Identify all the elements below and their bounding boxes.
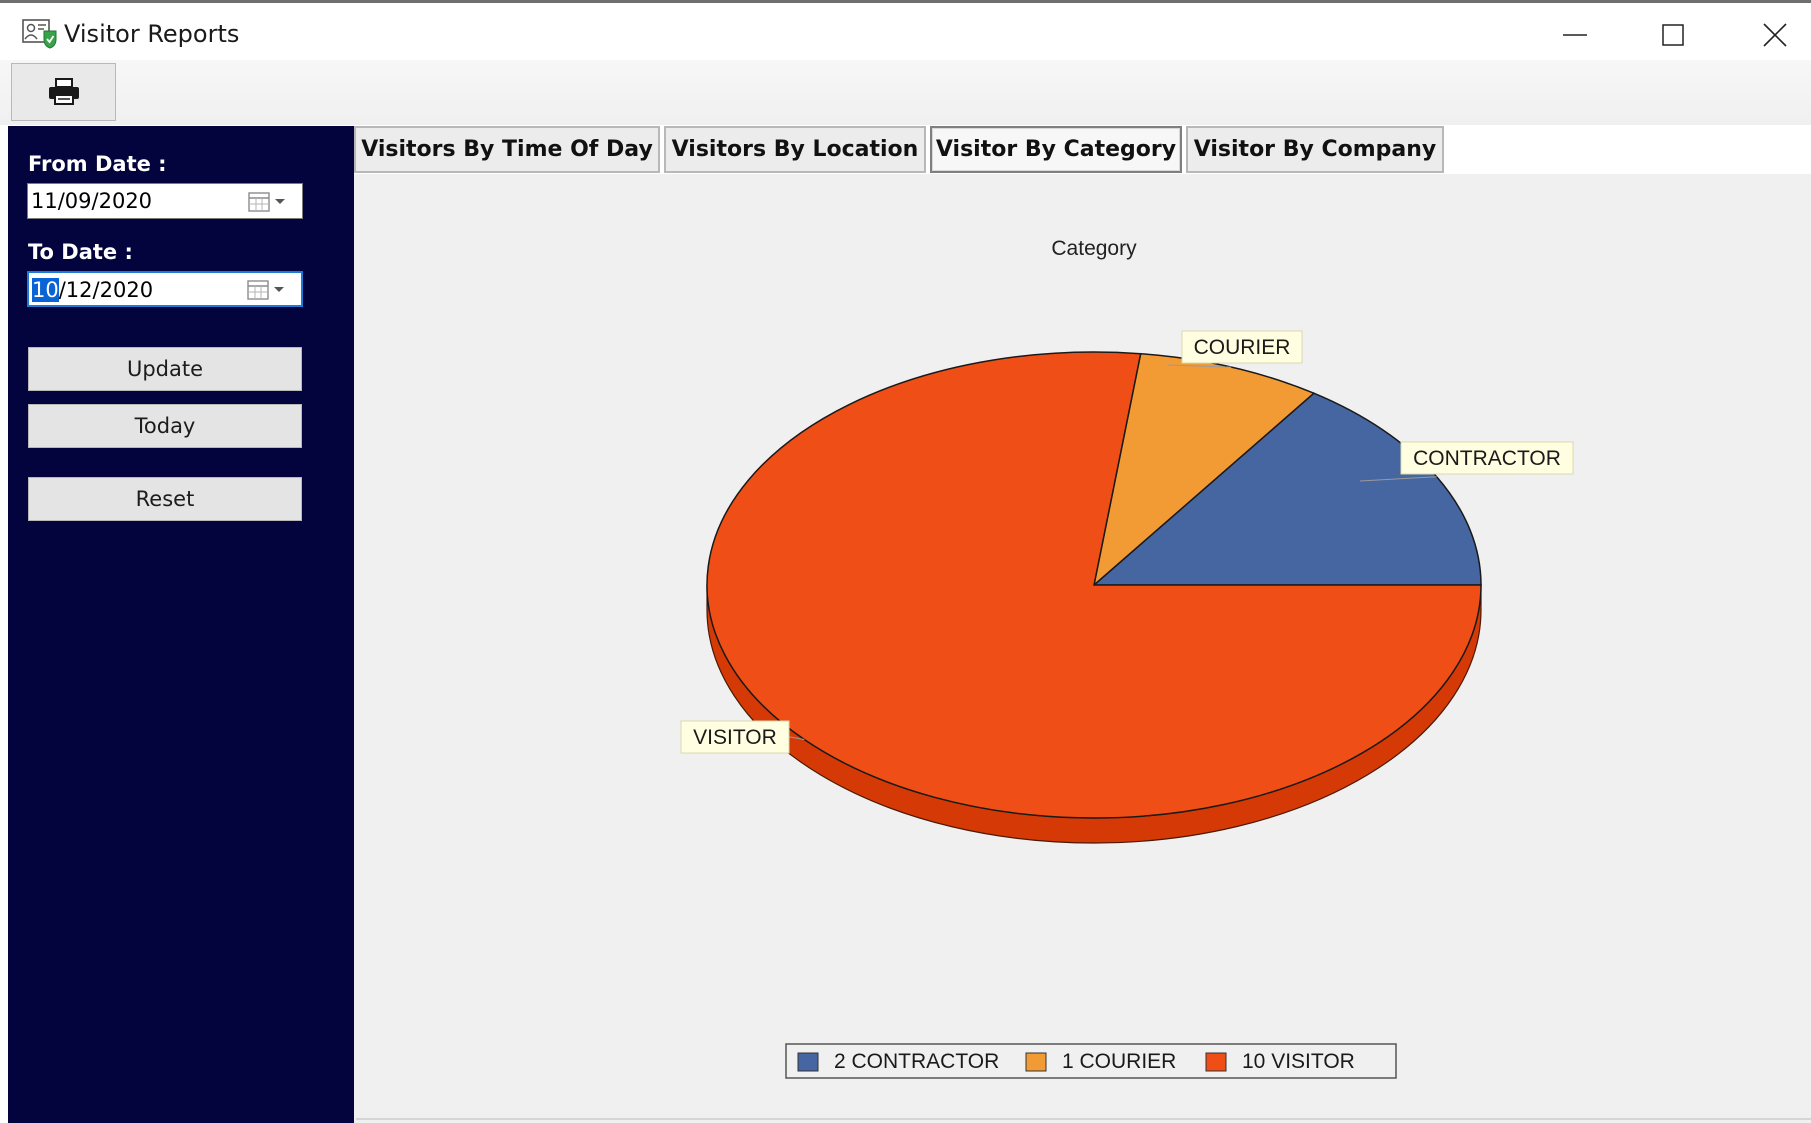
to-date-label: To Date :	[28, 240, 133, 264]
pie-slice-visitor	[706, 351, 1482, 819]
legend-label-contractor: 2 CONTRACTOR	[834, 1050, 999, 1073]
update-button[interactable]: Update	[28, 347, 302, 391]
print-button[interactable]	[11, 63, 116, 121]
slice-label-contractor: CONTRACTOR	[1413, 447, 1561, 470]
toolbar	[0, 60, 1811, 125]
category-pie-chart: Category CONTRACTOR COURIER VISITOR 2 CONTRA…	[680, 237, 1574, 1079]
slice-label-box-visitor	[680, 720, 790, 754]
reset-button[interactable]: Reset	[28, 477, 302, 521]
to-date-rest-text: /12/2020	[58, 278, 154, 302]
tab-visitors-by-location[interactable]: Visitors By Location	[664, 126, 926, 173]
category-chart-panel: Category CONTRACTOR COURIER VISITOR 2 CONTRA…	[356, 176, 1811, 1120]
legend-swatch-contractor	[797, 1052, 819, 1072]
close-button[interactable]	[1745, 13, 1805, 57]
tab-visitor-by-company[interactable]: Visitor By Company	[1186, 126, 1444, 173]
legend-label-courier: 1 COURIER	[1062, 1050, 1176, 1073]
slice-label-box-courier	[1181, 330, 1303, 364]
slice-label-courier: COURIER	[1194, 336, 1291, 359]
chart-title: Category	[1051, 237, 1137, 260]
slice-label-visitor: VISITOR	[693, 726, 777, 749]
legend-swatch-visitor	[1205, 1052, 1227, 1072]
calendar-dropdown-button[interactable]	[248, 191, 292, 213]
minimize-button[interactable]	[1545, 13, 1605, 57]
to-date-selected-text: 10	[32, 278, 59, 302]
chart-legend	[785, 1043, 1397, 1079]
maximize-icon	[1662, 24, 1684, 46]
legend-swatch-courier	[1025, 1052, 1047, 1072]
filter-sidebar: From Date : 11/09/2020 To Date : 10/12/2…	[8, 126, 354, 1123]
to-date-field[interactable]: 10/12/2020	[27, 271, 303, 307]
window-title: Visitor Reports	[64, 20, 240, 48]
printer-icon	[48, 78, 79, 105]
minimize-icon	[1563, 34, 1587, 36]
close-icon	[1763, 23, 1787, 47]
calendar-icon	[247, 280, 284, 300]
to-date-value: 10/12/2020	[32, 278, 153, 302]
legend-label-visitor: 10 VISITOR	[1242, 1050, 1355, 1073]
report-main-area: Visitors By Time Of Day Visitors By Loca…	[354, 126, 1811, 1123]
report-tabs: Visitors By Time Of Day Visitors By Loca…	[354, 126, 1811, 174]
title-bar: Visitor Reports	[0, 0, 1811, 60]
tab-visitor-by-category[interactable]: Visitor By Category	[930, 126, 1182, 173]
today-button[interactable]: Today	[28, 404, 302, 448]
slice-label-box-contractor	[1400, 441, 1574, 475]
id-card-shield-icon	[22, 19, 58, 49]
from-date-value: 11/09/2020	[31, 189, 153, 213]
calendar-icon	[248, 192, 285, 212]
label-leader-courier	[1167, 364, 1232, 368]
label-leader-contractor	[1359, 476, 1437, 482]
tab-visitors-by-time-of-day[interactable]: Visitors By Time Of Day	[354, 126, 660, 173]
maximize-button[interactable]	[1643, 13, 1703, 57]
pie-slice-courier	[1092, 352, 1316, 588]
from-date-field[interactable]: 11/09/2020	[27, 183, 303, 219]
from-date-label: From Date :	[28, 152, 167, 176]
calendar-dropdown-button[interactable]	[247, 279, 291, 301]
